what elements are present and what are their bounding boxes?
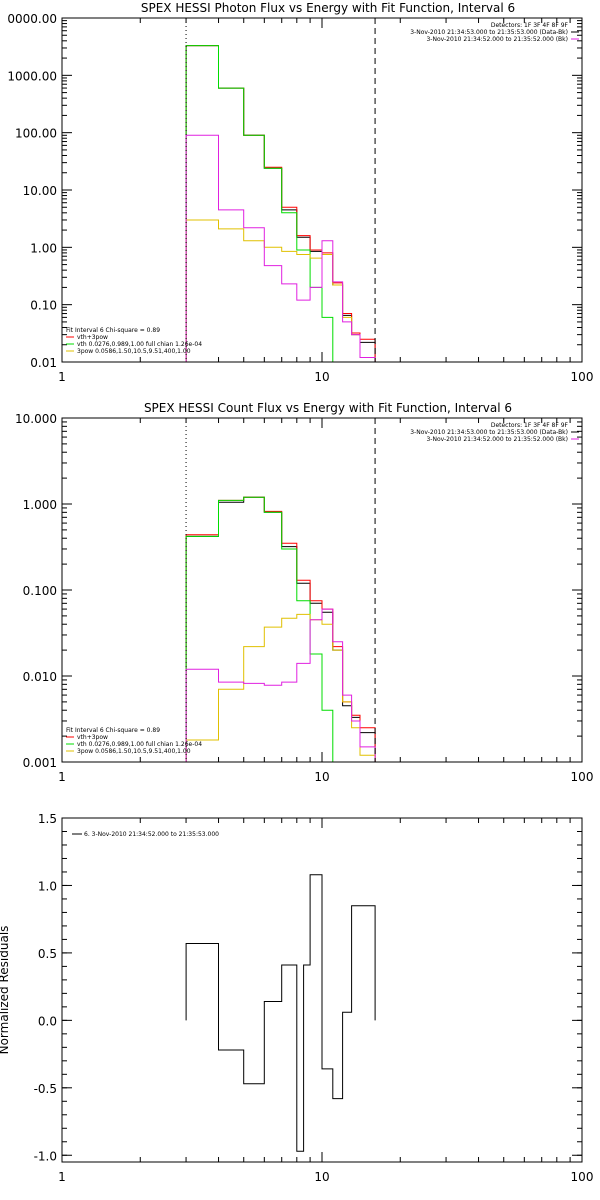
chart-panel-3: 1 10 100 -1.0 -0.5 0.0 0.5 1.0 1.5 Normalized Res… [0, 812, 593, 1184]
series-data [185, 45, 376, 362]
x-tick-label: 10 [314, 1170, 329, 1184]
plot-frame [61, 17, 583, 363]
x-tick-label: 10 [314, 770, 329, 784]
legend-bottom-text: vth+3pow [77, 734, 108, 741]
x-tick-label: 100 [571, 370, 594, 384]
y-tick-label: 10.000 [15, 412, 57, 426]
x-tick-label: 1 [58, 370, 66, 384]
series-3pow [185, 219, 376, 362]
plot-frame [61, 417, 583, 763]
series-vth-3pow [185, 45, 376, 362]
x-tick-label: 1 [58, 770, 66, 784]
plot-frame [61, 817, 583, 1163]
data-series-group [185, 874, 376, 1152]
legend-bottom-text: 3pow 0.0586,1.50,10.5,9.51,400,1.00 [77, 348, 191, 355]
y-tick-label: 1000.00 [7, 69, 57, 83]
chart-title: SPEX HESSI Photon Flux vs Energy with Fi… [141, 1, 515, 15]
legend-bottom-text: vth 0.0276,0.989,1.00 full chian 1.26e-0… [77, 341, 202, 348]
legend-bottom-text: Fit Interval 6 Chi-square = 0.89 [66, 327, 160, 334]
series-bk [185, 134, 376, 362]
y-tick-label: 0.0 [38, 1014, 57, 1028]
series-3pow [185, 613, 376, 762]
series-bk [185, 608, 376, 762]
legend-bottom-text: vth+3pow [77, 334, 108, 341]
legend-residual-text: 6. 3-Nov-2010 21:34:52.000 to 21:35:53.0… [84, 831, 219, 838]
y-tick-label: 0.010 [23, 670, 57, 684]
legend-top-right-text: 3-Nov-2010 21:34:53.000 to 21:35:53.000 … [410, 429, 568, 436]
legend-top-right-text: Detectors: 1F 3F 4F 8F 9F [491, 22, 569, 29]
y-tick-label: 1.5 [38, 812, 57, 826]
series-vth [185, 496, 334, 762]
y-tick-label: 1.0 [38, 879, 57, 893]
legend-bottom-text: vth 0.0276,0.989,1.00 full chian 1.26e-0… [77, 741, 202, 748]
y-tick-label: 0.5 [38, 947, 57, 961]
series-vth-3pow [185, 496, 376, 762]
series-data [185, 496, 376, 762]
y-tick-label: 0.10 [30, 299, 57, 313]
data-series-group [185, 496, 376, 762]
x-tick-label: 100 [571, 770, 594, 784]
y-tick-label: 0.01 [30, 356, 57, 370]
chart-panel-1: SPEX HESSI Photon Flux vs Energy with Fi… [7, 1, 594, 384]
data-series-group [185, 45, 376, 362]
series-residuals [185, 874, 376, 1152]
y-tick-label: -0.5 [34, 1082, 57, 1096]
legend-top-right-text: Detectors: 1F 3F 4F 8F 9F [491, 422, 569, 429]
y-axis-label: Normalized Residuals [0, 926, 11, 1055]
y-tick-label: 0.001 [23, 756, 57, 770]
x-tick-label: 10 [314, 370, 329, 384]
x-tick-label: 100 [571, 1170, 594, 1184]
legend-top-right-text: 3-Nov-2010 21:34:52.000 to 21:35:52.000 … [426, 436, 568, 443]
series-vth [185, 45, 334, 362]
y-tick-label: 100.00 [15, 127, 57, 141]
y-tick-label: 0.100 [23, 584, 57, 598]
y-tick-label: 10.00 [23, 184, 57, 198]
legend-bottom-text: 3pow 0.0586,1.50,10.5,9.51,400,1.00 [77, 748, 191, 755]
chart-title: SPEX HESSI Count Flux vs Energy with Fit… [144, 401, 512, 415]
legend-top-right-text: 3-Nov-2010 21:34:53.000 to 21:35:53.000 … [410, 29, 568, 36]
x-tick-label: 1 [58, 1170, 66, 1184]
legend-bottom-text: Fit Interval 6 Chi-square = 0.89 [66, 727, 160, 734]
y-tick-label: 1.00 [30, 241, 57, 255]
y-tick-label: 0000.00 [7, 12, 57, 26]
legend-top-right-text: 3-Nov-2010 21:34:52.000 to 21:35:52.000 … [426, 36, 568, 43]
y-tick-label: 1.000 [23, 498, 57, 512]
chart-panel-2: SPEX HESSI Count Flux vs Energy with Fit… [15, 401, 594, 784]
y-tick-label: -1.0 [34, 1149, 57, 1163]
